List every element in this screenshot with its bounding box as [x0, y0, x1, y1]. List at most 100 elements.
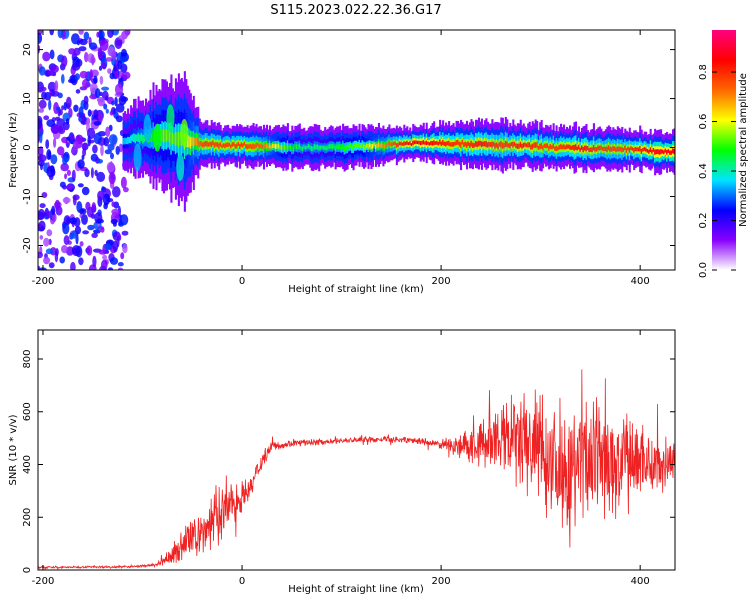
- noise-cell: [109, 257, 119, 265]
- noise-cell: [71, 62, 81, 71]
- ridge-cell: [433, 140, 436, 146]
- ridge-cell: [588, 147, 591, 152]
- ridge-cell: [143, 134, 146, 143]
- ridge-cell: [463, 142, 466, 147]
- noise-cell: [96, 31, 100, 38]
- ridge-cell: [255, 142, 258, 148]
- ridge-cell: [371, 144, 375, 149]
- noise-cell: [81, 154, 85, 160]
- noise-cell: [118, 221, 124, 227]
- noise-cell: [83, 31, 90, 41]
- ridge-cell: [130, 135, 133, 144]
- ridge-cell: [577, 144, 581, 150]
- ridge-cell: [376, 143, 379, 149]
- noise-cell: [89, 42, 98, 50]
- figure-title: S115.2023.022.22.36.G17: [270, 3, 441, 18]
- ridge-cell: [465, 142, 469, 148]
- ridge-cell: [300, 145, 303, 151]
- ridge-cell: [542, 145, 545, 151]
- ridge-cell: [407, 142, 410, 146]
- ridge-cell: [330, 144, 333, 149]
- ridge-cell: [669, 150, 672, 155]
- noise-cell: [101, 186, 105, 191]
- ridge-cell: [528, 142, 531, 148]
- noise-cell: [65, 118, 70, 125]
- ridge-cell: [191, 136, 194, 146]
- spectrogram-plot-frame: [37, 29, 676, 271]
- ridge-cell: [622, 147, 625, 152]
- ridge-cell: [443, 141, 446, 146]
- ridge-cell: [642, 148, 645, 152]
- ridge-cell: [504, 140, 507, 147]
- snr-plot-frame: [37, 329, 676, 571]
- ridge-cell: [288, 145, 291, 150]
- colorbar-tick-label: 0.6: [698, 114, 709, 130]
- ridge-lobe: [166, 104, 175, 133]
- ridge-cell: [442, 139, 445, 146]
- ridge-cell: [215, 142, 218, 147]
- ridge-cell: [351, 145, 354, 151]
- noise-cell: [62, 222, 70, 235]
- snr-series-line: [38, 369, 675, 570]
- ridge-cell: [127, 136, 130, 145]
- ridge-cell: [637, 147, 640, 152]
- ridge-cell: [615, 147, 618, 152]
- ridge-cell: [122, 138, 125, 145]
- noise-cell: [45, 139, 50, 150]
- ridge-cell: [265, 143, 269, 149]
- ridge-cell: [567, 144, 570, 149]
- ridge-cell: [198, 141, 201, 148]
- x-tick-label: 200: [432, 276, 451, 287]
- noise-cell: [49, 30, 54, 36]
- noise-cell: [92, 255, 97, 268]
- noise-cell: [70, 261, 76, 270]
- ridge-cell: [321, 145, 324, 149]
- ridge-cell: [455, 140, 458, 146]
- x-tick-label: -200: [32, 576, 55, 587]
- ridge-cell: [207, 142, 210, 147]
- ridge-cell: [595, 147, 598, 152]
- ridge-cell: [355, 143, 358, 148]
- noise-cell: [38, 66, 46, 76]
- ridge-cell: [343, 146, 346, 152]
- noise-cell: [81, 114, 86, 125]
- noise-cell: [110, 152, 114, 160]
- noise-cell: [105, 57, 114, 62]
- ridge-cell: [279, 145, 282, 150]
- noise-cell: [93, 75, 98, 85]
- noise-cell: [48, 262, 55, 269]
- noise-cell: [75, 89, 81, 94]
- noise-cell: [54, 80, 59, 92]
- noise-cell: [99, 39, 109, 51]
- noise-cell: [84, 51, 89, 63]
- ridge-cell: [603, 146, 606, 151]
- noise-cell: [108, 134, 118, 145]
- noise-cell: [120, 56, 128, 62]
- noise-cell: [82, 78, 90, 89]
- spectrogram-axes: -200 0 200 400 -20 -10 0 10 20: [22, 30, 675, 287]
- ridge-cell: [654, 149, 657, 155]
- ridge-cell: [248, 144, 251, 149]
- noise-cell: [87, 109, 92, 117]
- noise-cell: [107, 143, 115, 151]
- ridge-cell: [267, 144, 270, 149]
- noise-cell: [39, 131, 43, 144]
- ridge-cell: [318, 145, 321, 151]
- ridge-cell: [570, 145, 573, 150]
- noise-cell: [60, 163, 69, 172]
- noise-cell: [121, 230, 129, 236]
- ridge-cell: [236, 143, 239, 149]
- ridge-cell: [234, 144, 237, 149]
- ridge-cell: [431, 141, 434, 146]
- ridge-cell: [179, 131, 182, 146]
- ridge-cell: [358, 142, 361, 148]
- y-tick-label: 200: [22, 508, 33, 527]
- ridge-cell: [560, 144, 563, 150]
- noise-cell: [100, 227, 105, 233]
- ridge-cell: [554, 146, 557, 151]
- ridge-cell: [609, 146, 612, 152]
- snr-axes: -200 0 200 400 0 200 400 600 800: [22, 330, 675, 587]
- ridge-cell: [600, 145, 603, 150]
- noise-cell: [98, 249, 107, 255]
- noise-cell: [94, 169, 98, 176]
